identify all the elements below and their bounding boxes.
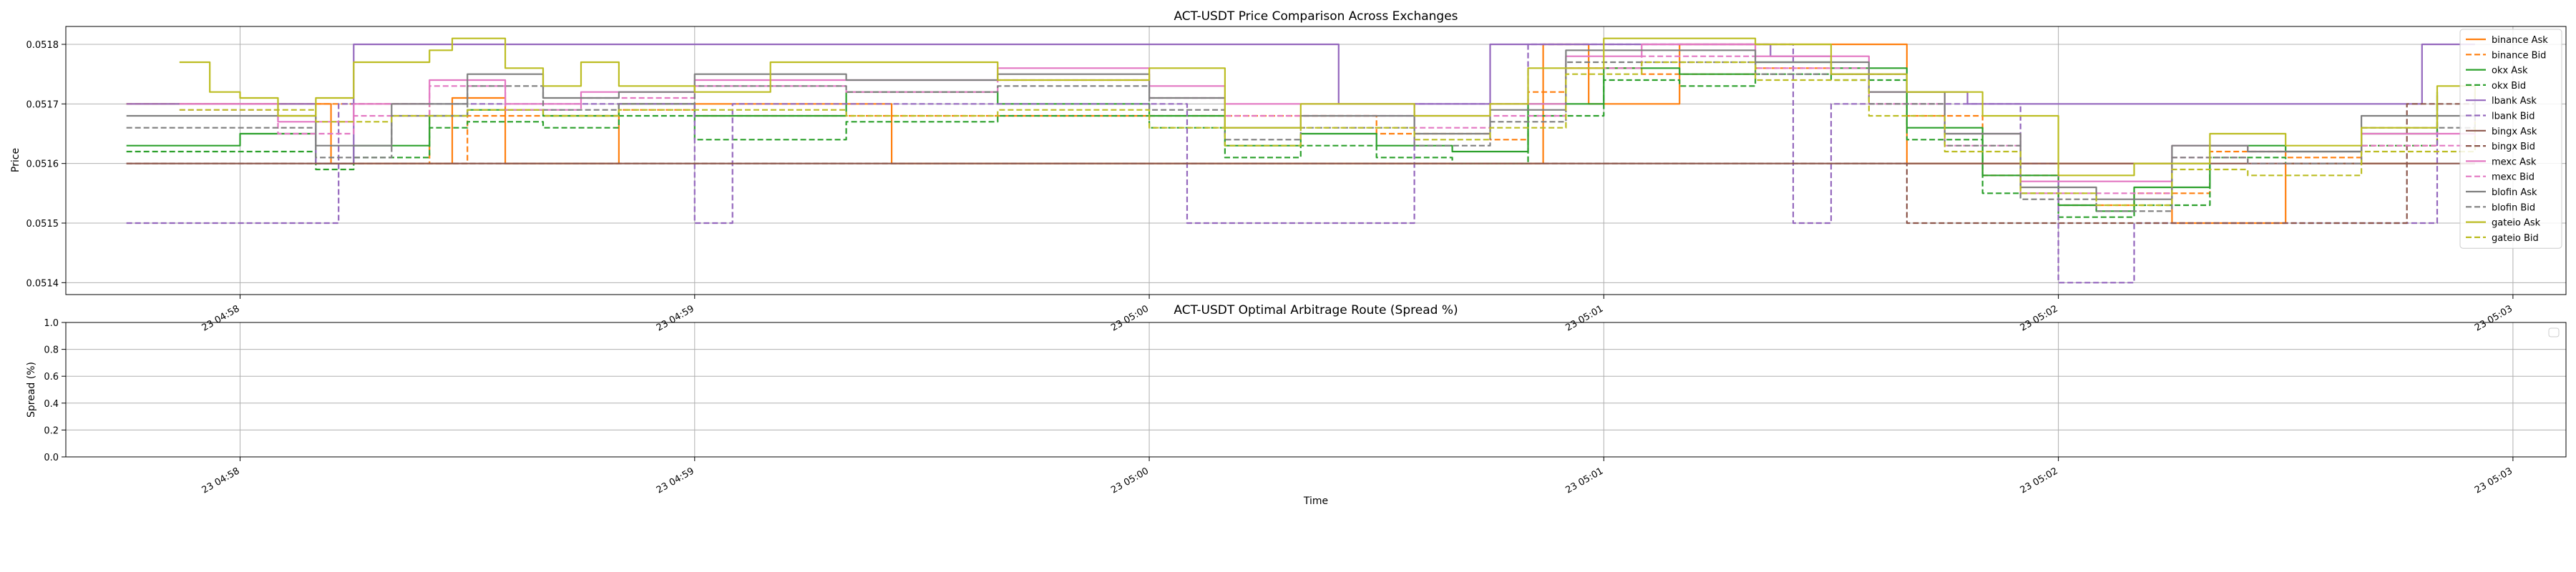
spread-chart-x-axis-label: Time <box>1303 495 1328 507</box>
legend-label: gateio Bid <box>2492 233 2539 244</box>
y-tick-label: 0.4 <box>44 399 59 410</box>
legend-label: blofin Ask <box>2492 187 2537 198</box>
y-tick-label: 0.8 <box>44 345 59 356</box>
y-tick-label: 0.0 <box>44 453 59 463</box>
y-tick-label: 0.0516 <box>26 159 59 170</box>
price-chart-y-axis-label: Price <box>10 148 21 172</box>
price-chart-y-ticks: 0.0514 0.0515 0.0516 0.0517 0.0518 <box>26 40 66 289</box>
legend-box <box>2459 29 2562 249</box>
y-tick-label: 0.0517 <box>26 99 59 110</box>
series-line-bingx-bid <box>126 103 2475 225</box>
legend-label: binance Ask <box>2492 35 2548 46</box>
spread-chart-title: ACT-USDT Optimal Arbitrage Route (Spread… <box>1174 303 1458 317</box>
legend-label: gateio Ask <box>2492 218 2541 229</box>
series-line-lbank-bid <box>126 43 2439 284</box>
price-chart-series <box>126 37 2476 284</box>
legend-label: bingx Bid <box>2492 142 2535 152</box>
spread-chart-y-ticks: 0.0 0.2 0.4 0.6 0.8 1.0 <box>44 318 66 463</box>
legend-label: binance Bid <box>2492 50 2546 61</box>
price-chart-title: ACT-USDT Price Comparison Across Exchang… <box>1174 9 1458 24</box>
legend-label: okx Ask <box>2492 66 2528 77</box>
legend-label: okx Bid <box>2492 81 2526 92</box>
spread-chart-frame <box>65 322 2567 458</box>
spread-chart-empty-legend <box>2548 327 2560 337</box>
y-tick-label: 0.0514 <box>26 278 59 289</box>
price-chart-legend: binance Ask binance Bid okx Ask okx Bid lban… <box>2459 29 2562 249</box>
legend-label: mexc Ask <box>2492 157 2537 167</box>
y-tick-label: 0.2 <box>44 425 59 436</box>
price-chart-frame <box>65 26 2567 295</box>
series-line-gateio-bid <box>179 61 2476 207</box>
legend-label: lbank Bid <box>2492 112 2535 122</box>
price-comparison-chart: ACT-USDT Price Comparison Across Exchang… <box>10 9 2567 334</box>
y-tick-label: 0.6 <box>44 372 59 383</box>
series-line-okx-bid <box>126 73 2439 218</box>
y-tick-label: 1.0 <box>44 318 59 329</box>
legend-label: bingx Ask <box>2492 127 2537 137</box>
legend-label: lbank Ask <box>2492 96 2537 107</box>
legend-label: blofin Bid <box>2492 202 2535 213</box>
legend-label: mexc Bid <box>2492 172 2534 183</box>
y-tick-label: 0.0515 <box>26 219 59 230</box>
y-tick-label: 0.0518 <box>26 40 59 51</box>
spread-chart-y-axis-label: Spread (%) <box>26 362 37 418</box>
